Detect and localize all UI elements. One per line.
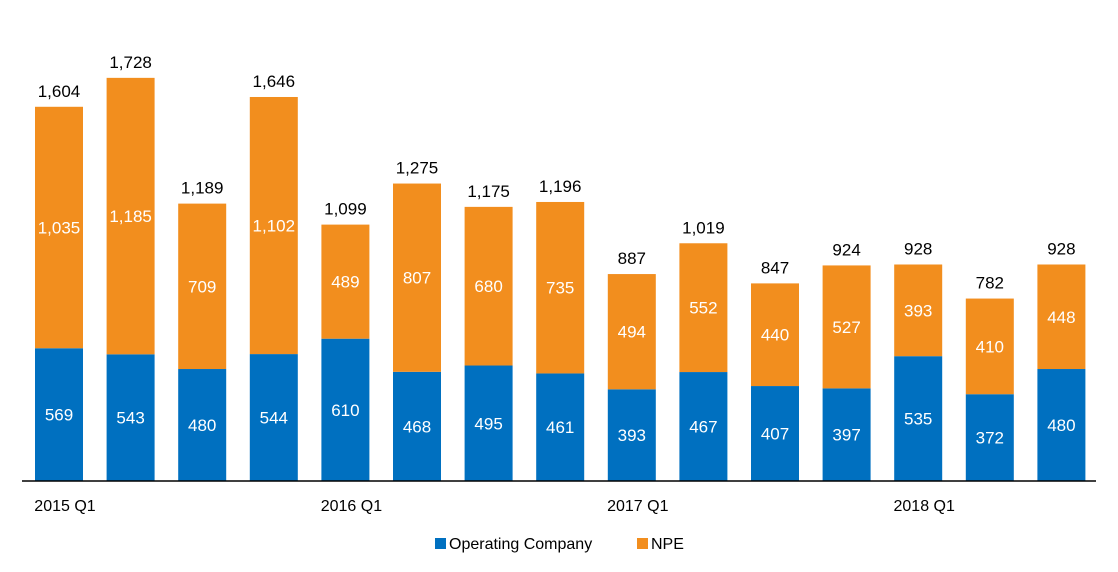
segment-label: 467 — [689, 418, 717, 437]
segment-label: 569 — [45, 406, 73, 425]
segment-label: 735 — [546, 279, 574, 298]
segment-label: 494 — [618, 323, 646, 342]
x-tick-label: 2017 Q1 — [607, 498, 668, 515]
segment-label: 407 — [761, 425, 789, 444]
total-label: 1,196 — [539, 177, 582, 196]
segment-label: 480 — [1047, 416, 1075, 435]
total-label: 924 — [832, 240, 860, 259]
segment-label: 489 — [331, 273, 359, 292]
total-label: 782 — [976, 274, 1004, 293]
segment-label: 807 — [403, 269, 431, 288]
total-label: 1,646 — [253, 72, 296, 91]
segment-label: 1,185 — [109, 207, 152, 226]
total-label: 847 — [761, 258, 789, 277]
segment-label: 535 — [904, 410, 932, 429]
segment-label: 372 — [976, 429, 1004, 448]
total-label: 928 — [904, 239, 932, 258]
total-label: 1,189 — [181, 179, 224, 198]
legend-label-npe: NPE — [651, 536, 684, 553]
legend: Operating Company NPE — [435, 536, 684, 553]
total-label: 1,019 — [682, 218, 725, 237]
legend-swatch-operating-company — [435, 538, 446, 549]
total-label: 1,275 — [396, 159, 439, 178]
segment-label: 1,035 — [38, 219, 81, 238]
stacked-bar-chart: 569 1,035 1,604 543 1,185 1,728 480 709 1,189 544… — [0, 0, 1118, 572]
x-tick-label: 2016 Q1 — [321, 498, 382, 515]
segment-label: 552 — [689, 299, 717, 318]
segment-label: 680 — [474, 277, 502, 296]
segment-label: 527 — [832, 318, 860, 337]
total-label: 1,175 — [467, 182, 510, 201]
total-label: 887 — [618, 249, 646, 268]
segment-label: 397 — [832, 426, 860, 445]
segment-label: 468 — [403, 417, 431, 436]
total-label: 1,728 — [109, 53, 152, 72]
segment-label: 495 — [474, 414, 502, 433]
segment-label: 440 — [761, 326, 789, 345]
legend-swatch-npe — [637, 538, 648, 549]
total-label: 1,099 — [324, 200, 367, 219]
x-tick-label: 2015 Q1 — [34, 498, 95, 515]
segment-label: 610 — [331, 401, 359, 420]
segment-label: 393 — [904, 301, 932, 320]
legend-label-operating-company: Operating Company — [449, 536, 592, 553]
segment-label: 709 — [188, 277, 216, 296]
x-tick-labels: 2015 Q1 2016 Q1 2017 Q1 2018 Q1 — [34, 498, 955, 515]
segment-label: 448 — [1047, 308, 1075, 327]
total-label: 1,604 — [38, 82, 81, 101]
segment-label: 543 — [116, 409, 144, 428]
segment-label: 1,102 — [253, 217, 296, 236]
total-label: 928 — [1047, 239, 1075, 258]
segment-label: 410 — [976, 337, 1004, 356]
x-tick-label: 2018 Q1 — [894, 498, 955, 515]
segment-label: 480 — [188, 416, 216, 435]
segment-label: 544 — [260, 409, 288, 428]
segment-label: 461 — [546, 418, 574, 437]
segment-label: 393 — [618, 426, 646, 445]
bars-group: 569 1,035 1,604 543 1,185 1,728 480 709 1,189 544… — [35, 53, 1085, 481]
